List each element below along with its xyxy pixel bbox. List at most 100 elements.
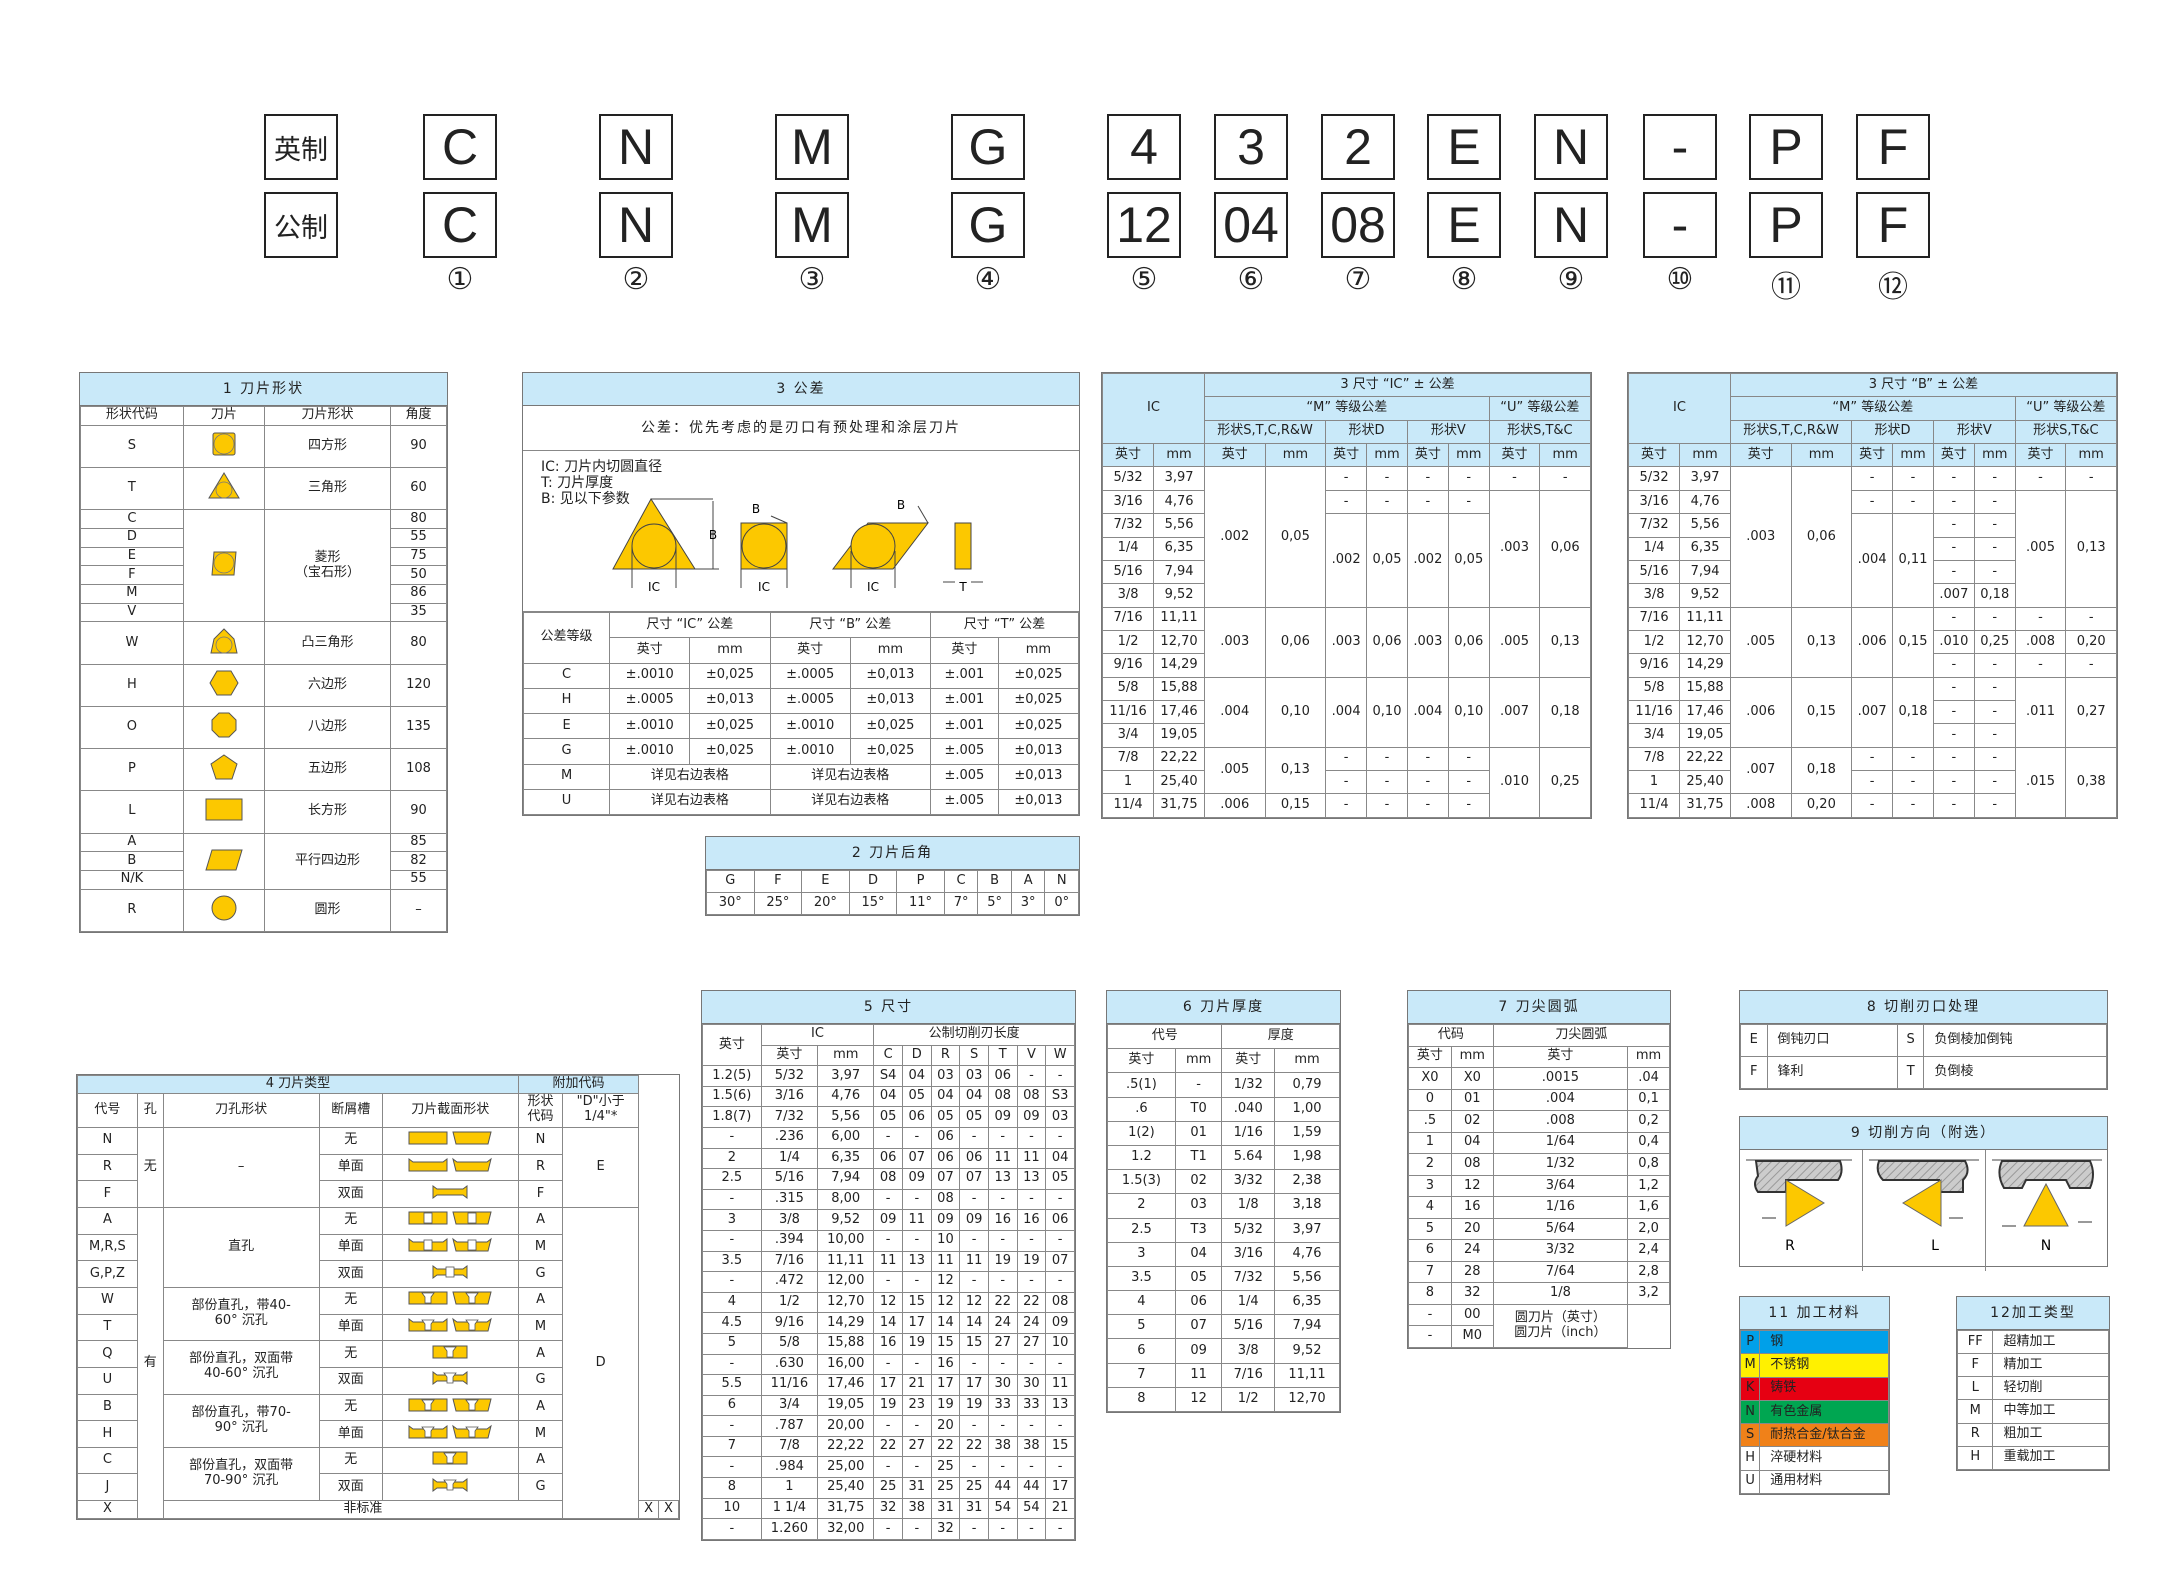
table-row: 1.5(3) 02 3/32 2,38 [1107,1169,1340,1195]
table-cell: - [1973,466,2016,491]
table-cell: 菱形 （宝石形） [263,509,392,623]
header-cell: 英寸 [769,637,851,664]
table-cell: - [873,1229,903,1252]
table-cell: 0,25 [1539,746,1591,819]
table-cell: - [901,1456,932,1479]
table-cell: .984 [760,1456,819,1479]
header-cell: R [930,1044,961,1067]
table-cell: 33 [1016,1394,1047,1417]
table-cell: - [2065,653,2117,678]
table-cell: 7/8 [1101,746,1155,772]
table-cell: 7/32 [1221,1265,1276,1292]
imperial-code-char: C [423,114,497,180]
table-row: M 详见右边表格 详见右边表格 ±.005 ±0,013 [522,763,1080,790]
table-cell: - [1016,1229,1047,1252]
table-cell: W [77,1286,138,1315]
table-cell: 11 [1045,1374,1075,1396]
table-cell: 25 [959,1477,989,1499]
table-cell: 0 [1408,1088,1452,1112]
imperial-code-char: G [951,114,1025,180]
table-cell: 0,13 [1539,606,1591,678]
table-cell: 3,2 [1627,1282,1670,1305]
table-cell: 5/64 [1492,1217,1629,1241]
table-cell: 03 [1174,1193,1223,1219]
header-cell: A [1010,870,1046,893]
neutral-insert-icon: N [1992,1159,2102,1254]
table-tolerance: 3 公差 公差：优先考虑的是刃口有预处理和涂层刀片 IC: 刀片内切圆直径 T:… [522,372,1080,816]
table-cell: .630 [760,1353,819,1376]
table-cell: 38 [901,1497,932,1520]
table-cell: 1(2) [1107,1120,1176,1146]
table-cell: 7/32 [1627,513,1681,538]
header-cell: F [753,870,803,893]
table-cell: - [1973,793,2016,818]
table-cell: 3,97 [1679,466,1731,491]
table-cell: 六边形 [263,663,392,707]
table-cell: 7,94 [1679,559,1731,585]
table-cell: - [987,1271,1018,1293]
header-cell: 公差等级 [522,612,611,664]
header-cell: 刀片 [182,406,265,426]
b-label: B [709,528,717,542]
table-cell: 11 [1174,1362,1223,1388]
table-cell: 12,00 [817,1271,875,1293]
table-cell: C [77,1446,138,1475]
table-cell: 11 [1016,1147,1047,1170]
table-row: 6 09 3/8 9,52 [1107,1338,1340,1364]
metric-label: 公制 [264,192,338,258]
table-cell: 3,18 [1274,1193,1340,1219]
table-cell: 负倒棱加倒钝 [1923,1024,2107,1057]
table-cell: 3/32 [1492,1239,1629,1262]
table-cell: - [1932,606,1975,631]
header-cell: mm [997,637,1080,664]
header-cell: mm [1450,1045,1494,1069]
table-cell: .787 [760,1415,819,1437]
table-title: 11 加工材料 [1740,1297,1889,1330]
table-cell: - [1973,489,2016,515]
icon-cell [381,1340,519,1368]
table-cell: - [1447,466,1490,491]
insert-dimension-diagram: IC B IC B IC B T [612,498,983,594]
table-cell: 3/8 [1627,583,1681,608]
table-cell: 5,56 [817,1106,875,1128]
table-row: H 淬硬材料 [1739,1446,1889,1471]
table-cell: 0,20 [1790,793,1853,818]
table-cell: 35 [390,602,447,623]
table-row: 11/4 31,75.008 0,20- - - - [1627,793,2117,818]
table-cell: E [562,1127,640,1209]
table-cell: - [1488,466,1541,491]
table-cell: 铸铁 [1759,1376,1889,1401]
header-cell: 4 刀片类型 [77,1075,519,1094]
header-cell: mm [1892,443,1934,468]
table-cell: 7 [1107,1362,1176,1388]
table-cell: 5/16 [1221,1314,1276,1340]
table-cell: 圆刀片（英寸） 圆刀片（inch） [1492,1303,1629,1349]
metric-code-char: 04 [1214,192,1288,258]
table-cell: 1/64 [1492,1131,1629,1155]
legend-t: T: 刀片厚度 [541,475,614,491]
table-cell: - [873,1188,903,1211]
table-cell: 17,46 [1679,700,1731,725]
table-cell: 双面 [318,1260,383,1288]
table-row: 2 1/4 6,35 06 07 06 06 11 11 04 [702,1147,1075,1170]
table-cell: 50 [390,565,447,586]
table-cell: 0,27 [2065,676,2117,748]
table-cell: 0° [1044,892,1079,915]
thickness-icon [943,522,983,583]
table-cell: 5 [1408,1217,1452,1241]
position-number: ⑪ [1771,270,1801,305]
table-cell: ±0,013 [997,738,1080,765]
table-row: U 双面 G [77,1366,679,1395]
table-row: 1 25,40- - - - [1627,770,2117,795]
header-row: “M” 等级公差 “U” 等级公差 [1629,396,2118,421]
table-row: 7 11 7/16 11,11 [1107,1362,1340,1388]
table-cell: 31 [901,1477,932,1499]
table-row: -1.260 32,00- -32- - - - [702,1518,1075,1540]
table-cell: .008 [1729,793,1792,818]
table-cell: - [1932,723,1975,748]
table-cell: 22,22 [1679,746,1731,772]
header-cell: 刀尖圆弧 [1492,1024,1671,1047]
table-row: U 通用材料 [1739,1469,1889,1495]
table-cell: 双面 [318,1366,383,1395]
imperial-code-char: - [1643,114,1717,180]
